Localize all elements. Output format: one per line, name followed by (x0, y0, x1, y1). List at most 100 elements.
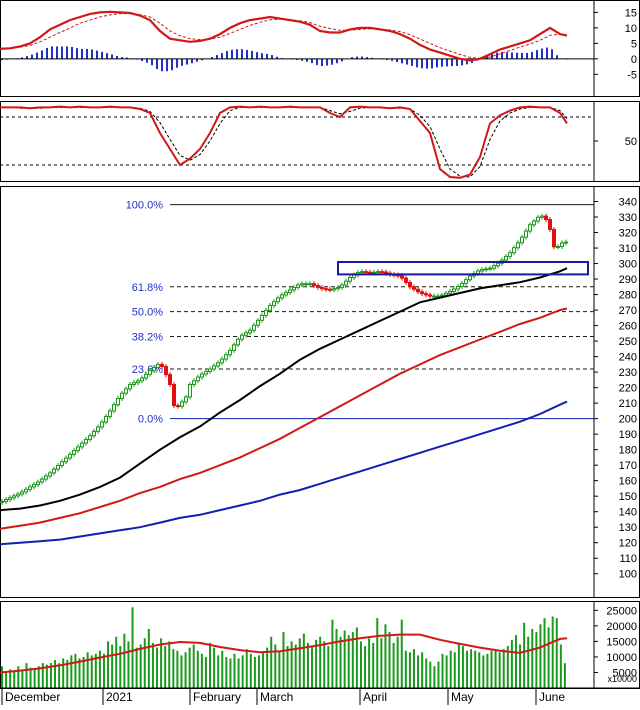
candle-up (108, 410, 112, 417)
candle-up (360, 271, 364, 274)
candle-up (276, 297, 280, 303)
candle-up (76, 446, 80, 452)
candle-up (44, 475, 48, 480)
candle-up (496, 262, 500, 267)
candle-up (248, 329, 252, 334)
candle-up (252, 324, 256, 331)
candle-up (272, 301, 276, 306)
candle-up (540, 215, 544, 218)
volume-tick-label: 20000 (606, 621, 637, 633)
candle-up (28, 486, 32, 490)
candle-up (32, 483, 36, 488)
macd-tick-label: 5 (631, 38, 637, 50)
price-tick-label: 340 (619, 197, 637, 209)
macd-tick-label: 15 (625, 7, 637, 19)
candle-up (488, 267, 492, 270)
candle-down (164, 366, 168, 376)
candle-up (56, 464, 60, 470)
candle-up (432, 295, 436, 298)
candle-up (340, 284, 344, 288)
candle-up (288, 289, 292, 293)
candle-up (184, 396, 188, 403)
candle-up (216, 362, 220, 367)
candle-down (408, 281, 412, 288)
candle-down (404, 277, 408, 283)
candle-up (112, 404, 116, 412)
candle-up (268, 304, 272, 311)
price-tick-label: 110 (619, 553, 637, 565)
price-tick-label: 330 (619, 212, 637, 224)
candle-up (8, 497, 12, 501)
candle-up (84, 438, 88, 444)
candle-up (304, 283, 308, 286)
candle-up (292, 286, 296, 291)
price-tick-label: 200 (619, 414, 637, 426)
candle-up (220, 358, 224, 364)
candle-up (196, 376, 200, 382)
price-tick-label: 120 (619, 538, 637, 550)
candle-down (368, 271, 372, 274)
candle-up (244, 332, 248, 336)
candle-up (156, 363, 160, 368)
candle-up (512, 247, 516, 254)
candle-down (552, 228, 556, 248)
stochastic-panel: 50 (0, 105, 637, 179)
candle-up (36, 481, 40, 485)
price-tick-label: 180 (619, 445, 637, 457)
candle-up (12, 495, 16, 499)
price-tick-label: 250 (619, 336, 637, 348)
candle-up (0, 500, 4, 503)
candle-up (64, 457, 68, 463)
candle-up (228, 349, 232, 356)
macd-tick-label: 0 (631, 54, 637, 66)
price-tick-label: 160 (619, 476, 637, 488)
price-tick-label: 320 (619, 228, 637, 240)
candle-up (440, 294, 444, 297)
candle-down (172, 384, 176, 407)
candle-down (380, 271, 384, 274)
x-axis-label: March (260, 690, 293, 704)
volume-moving-average (0, 633, 568, 674)
candle-up (464, 279, 468, 284)
candle-down (384, 271, 388, 274)
candle-up (264, 309, 268, 316)
candle-down (428, 294, 432, 297)
candle-up (460, 282, 464, 288)
volume-unit-label: x10000 (607, 674, 637, 684)
candle-down (324, 288, 328, 291)
candle-up (452, 288, 456, 292)
candle-down (544, 215, 548, 221)
stochastic-frame (0, 101, 640, 182)
candle-up (280, 294, 284, 299)
resistance-box (337, 260, 589, 276)
candle-up (476, 270, 480, 274)
candle-up (192, 380, 196, 386)
candle-up (504, 255, 508, 261)
fib-label: 100.0% (126, 200, 164, 212)
candle-down (412, 286, 416, 290)
stoch-tick-label: 50 (625, 136, 637, 148)
candle-up (456, 286, 460, 290)
candle-up (436, 295, 440, 298)
moving-average-line-1 (0, 267, 568, 512)
candle-up (104, 415, 108, 423)
candle-up (376, 271, 380, 274)
candle-up (136, 380, 140, 384)
candle-up (336, 286, 340, 290)
candle-down (168, 374, 172, 386)
candle-up (524, 230, 528, 238)
candle-down (424, 293, 428, 296)
price-tick-label: 310 (619, 243, 637, 255)
price-frame (0, 186, 640, 598)
price-tick-label: 300 (619, 259, 637, 271)
candle-down (312, 283, 316, 287)
macd-frame (0, 0, 640, 97)
price-tick-label: 240 (619, 352, 637, 364)
price-tick-label: 260 (619, 321, 637, 333)
candle-down (420, 291, 424, 295)
x-axis: December 2021 February March April May June (0, 687, 640, 705)
candle-up (188, 384, 192, 398)
candle-up (564, 241, 568, 244)
candle-up (484, 268, 488, 271)
